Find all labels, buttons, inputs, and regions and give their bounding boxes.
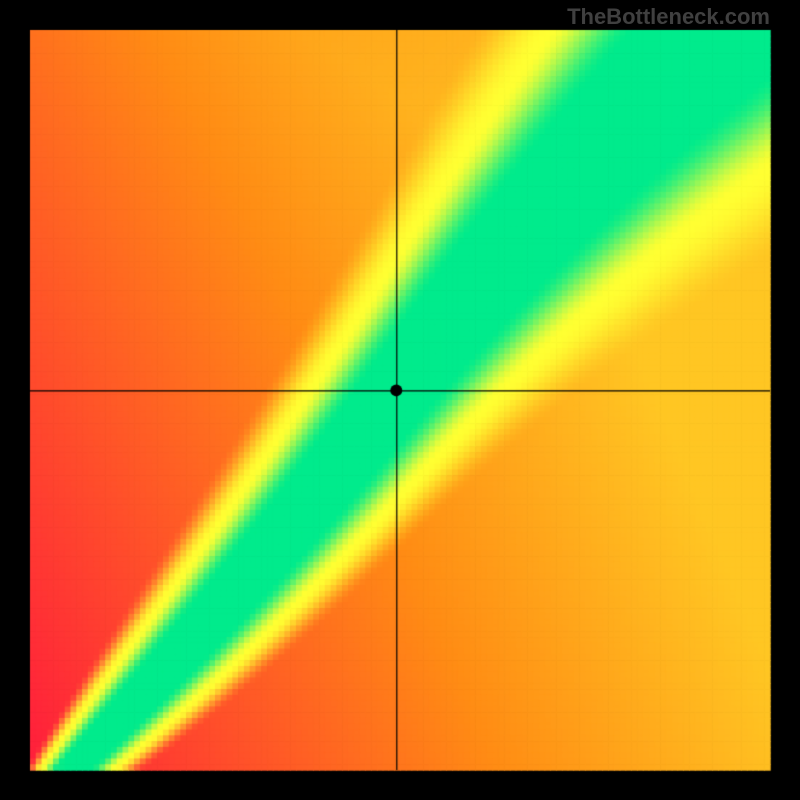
bottleneck-heatmap <box>0 0 800 800</box>
chart-container: TheBottleneck.com <box>0 0 800 800</box>
watermark-text: TheBottleneck.com <box>567 4 770 30</box>
